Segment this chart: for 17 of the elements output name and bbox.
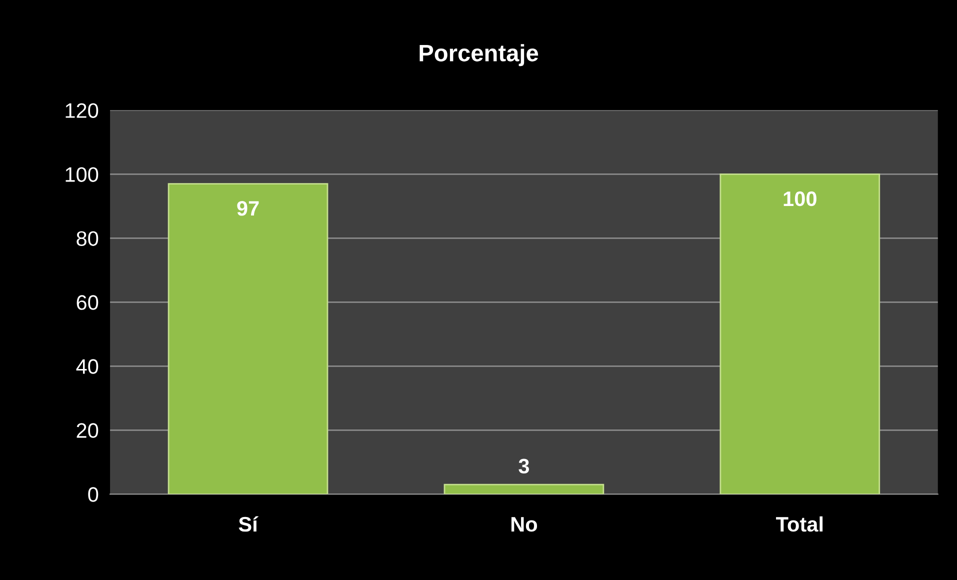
x-tick-label: Total [776, 516, 823, 532]
data-label: 100 [784, 191, 816, 206]
y-tick-label: 80 [76, 231, 98, 246]
y-tick-label: 120 [66, 103, 98, 118]
data-label: 97 [237, 201, 259, 216]
data-label: 3 [518, 458, 529, 474]
y-tick-label: 100 [66, 167, 98, 182]
bar [444, 484, 604, 494]
y-tick-label: 20 [76, 423, 98, 438]
x-tick-label: No [511, 517, 538, 532]
bar [168, 183, 328, 494]
x-tick-label: Sí [238, 516, 258, 532]
y-tick-label: 60 [76, 295, 98, 310]
y-tick-label: 40 [76, 359, 98, 374]
chart-title: Porcentaje [420, 44, 538, 66]
y-tick-label: 0 [88, 487, 98, 502]
bar [720, 174, 880, 494]
